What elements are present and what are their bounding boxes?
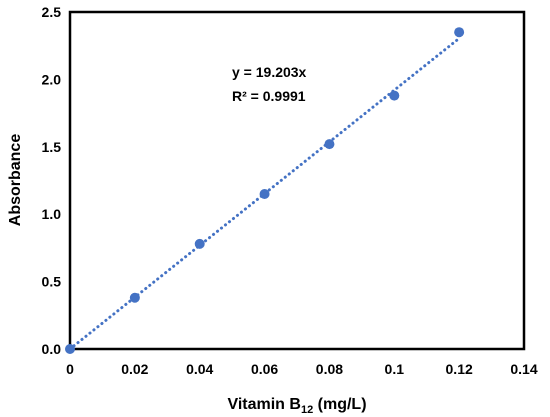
x-tick-label: 0.06 (251, 361, 278, 377)
data-point (129, 292, 140, 303)
y-tick-label: 0.0 (42, 341, 62, 357)
x-tick-label: 0 (66, 361, 74, 377)
data-point (454, 27, 465, 38)
x-axis-title-unit: (mg/L) (313, 396, 366, 413)
y-tick-label: 0.5 (42, 274, 62, 290)
x-axis-title: Vitamin B12 (mg/L) (227, 396, 366, 416)
data-point (65, 344, 75, 354)
x-tick-label: 0.1 (385, 361, 405, 377)
x-tick-label: 0.02 (121, 361, 148, 377)
data-point (324, 139, 335, 150)
x-tick-label: 0.04 (186, 361, 213, 377)
plot-area (68, 10, 526, 351)
x-tick-label: 0.08 (316, 361, 343, 377)
x-axis-ticks: 0 0.02 0.04 0.06 0.08 0.1 0.12 0.14 (66, 361, 538, 377)
y-axis-title: Absorbance (7, 134, 24, 227)
equation-label: y = 19.203x (232, 64, 307, 80)
data-point (194, 238, 205, 249)
y-tick-label: 2.0 (42, 71, 62, 87)
x-tick-label: 0.14 (510, 361, 537, 377)
data-point (389, 90, 400, 101)
y-tick-label: 1.5 (42, 139, 62, 155)
x-axis-title-subscript: 12 (301, 404, 313, 416)
y-tick-label: 2.5 (42, 4, 62, 20)
r-squared-label: R² = 0.9991 (232, 88, 306, 104)
x-tick-label: 0.12 (446, 361, 473, 377)
data-points (65, 27, 465, 354)
y-axis-ticks: 0.0 0.5 1.0 1.5 2.0 2.5 (42, 4, 62, 357)
y-tick-label: 1.0 (42, 206, 62, 222)
data-point (259, 188, 270, 199)
